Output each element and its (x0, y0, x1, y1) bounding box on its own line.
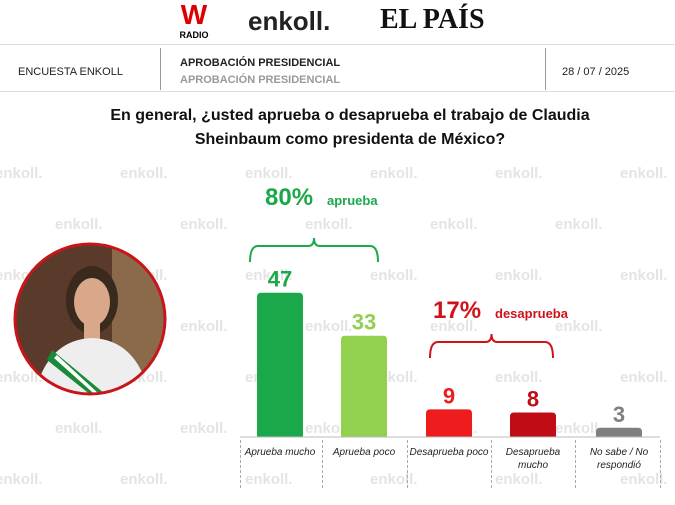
logo-radio: RADIO (179, 30, 209, 40)
bracket (429, 333, 554, 359)
annotation-label: aprueba (327, 193, 378, 208)
watermark: enkoll. (305, 216, 353, 233)
separator (660, 440, 661, 488)
x-tick-label: Desaprueba poco (409, 447, 489, 458)
bar (596, 427, 642, 437)
divider (545, 48, 546, 90)
watermark: enkoll. (0, 165, 43, 182)
bar (257, 292, 303, 437)
watermark: enkoll. (555, 216, 603, 233)
watermark: enkoll. (120, 165, 168, 182)
logo-enkoll: enkoll. (248, 6, 331, 36)
annotation-label: desaprueba (495, 306, 569, 321)
value-label: 8 (527, 386, 539, 411)
header-bar (0, 44, 675, 92)
value-label: 47 (268, 267, 292, 292)
bracket (249, 237, 379, 263)
value-label: 3 (613, 402, 625, 427)
watermark: enkoll. (495, 165, 543, 182)
watermark: enkoll. (495, 471, 543, 488)
separator (491, 440, 492, 488)
watermark: enkoll. (305, 318, 353, 335)
logo-w: W (180, 0, 208, 30)
watermark: enkoll. (620, 165, 668, 182)
watermark: enkoll. (495, 267, 543, 284)
watermark: enkoll. (370, 471, 418, 488)
watermark: enkoll. (620, 471, 668, 488)
watermark: enkoll. (555, 318, 603, 335)
x-tick-label: Aprueba mucho (244, 447, 316, 458)
separator (407, 440, 408, 488)
bar (341, 335, 387, 437)
separator (575, 440, 576, 488)
watermark: enkoll. (180, 318, 228, 335)
separator (322, 440, 323, 488)
watermark: enkoll. (180, 216, 228, 233)
watermark: enkoll. (620, 267, 668, 284)
date: 28 / 07 / 2025 (562, 66, 630, 78)
x-tick-label: Desaprueba mucho (505, 447, 561, 471)
watermark: enkoll. (55, 420, 103, 437)
watermark: enkoll. (55, 216, 103, 233)
watermark: enkoll. (0, 369, 43, 386)
value-label: 9 (443, 383, 455, 408)
logo-el-pais: EL PAÍS (380, 4, 485, 35)
topic-sub: APROBACIÓN PRESIDENCIAL (180, 74, 341, 86)
watermark: enkoll. (245, 267, 293, 284)
watermark: enkoll. (430, 318, 478, 335)
x-tick-label: Aprueba poco (332, 447, 396, 458)
value-label: 33 (352, 310, 376, 335)
watermark: enkoll. (120, 471, 168, 488)
watermark: enkoll. (245, 471, 293, 488)
survey-label: ENCUESTA ENKOLL (18, 66, 123, 78)
topic: APROBACIÓN PRESIDENCIAL (180, 57, 341, 69)
watermark: enkoll. (245, 165, 293, 182)
chart-title: En general, ¿usted aprueba o desaprueba … (110, 107, 590, 148)
bar (510, 412, 556, 437)
watermark: enkoll. (555, 420, 603, 437)
watermark: enkoll. (495, 369, 543, 386)
x-tick-label: No sabe / No respondió (589, 447, 649, 471)
portrait (13, 242, 167, 396)
bar (426, 409, 472, 437)
annotation-value: 80% (265, 184, 313, 211)
divider (160, 48, 161, 90)
watermark: enkoll. (305, 420, 353, 437)
w-radio-logo: W RADIO (165, 0, 223, 40)
watermark: enkoll. (620, 369, 668, 386)
watermark: enkoll. (370, 267, 418, 284)
watermark: enkoll. (370, 165, 418, 182)
watermark: enkoll. (0, 471, 43, 488)
separator (240, 440, 241, 488)
watermark: enkoll. (430, 216, 478, 233)
watermark: enkoll. (180, 420, 228, 437)
annotation-value: 17% (433, 297, 481, 324)
